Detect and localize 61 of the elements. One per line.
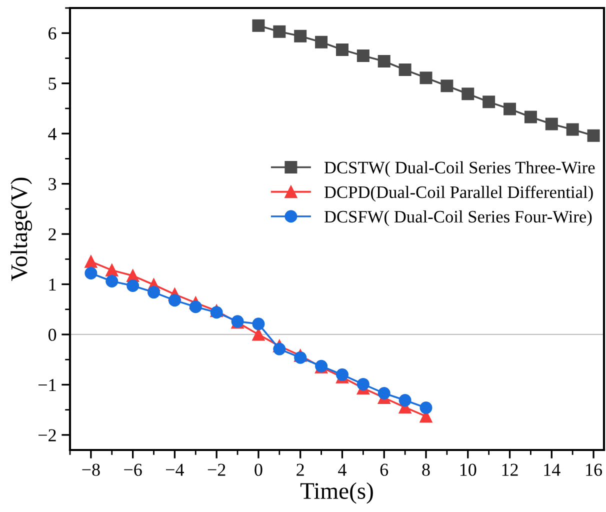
point: [378, 54, 390, 68]
point: [273, 25, 286, 38]
x-tick-label: −8: [82, 464, 100, 476]
x-tick-label: 4: [338, 464, 346, 476]
x-tick-label: 16: [586, 464, 602, 476]
point: [315, 36, 328, 48]
point: [545, 118, 558, 130]
legend-label: DCSTW( Dual-Coil Series Three-Wire: [324, 161, 595, 177]
point: [462, 88, 474, 100]
point: [398, 394, 412, 407]
point: [189, 300, 202, 314]
point: [294, 30, 307, 42]
point: [148, 286, 160, 299]
x-tick-label: −2: [208, 464, 226, 476]
y-tick-label: −2: [38, 429, 56, 442]
point: [420, 402, 432, 414]
point: [420, 72, 432, 84]
point: [106, 274, 118, 288]
point: [378, 386, 390, 400]
point: [252, 318, 265, 330]
point: [356, 49, 370, 62]
point: [356, 378, 370, 390]
point: [482, 96, 496, 108]
point: [210, 306, 223, 319]
x-tick-label: 10: [460, 464, 476, 476]
point: [336, 43, 348, 56]
x-tick-label: 0: [254, 464, 262, 476]
point: [294, 351, 307, 364]
y-tick-label: −1: [38, 379, 56, 391]
point: [566, 123, 579, 136]
legend-label: DCSFW( Dual-Coil Series Four-Wire): [324, 210, 592, 226]
point: [524, 110, 537, 124]
y-tick-label: 3: [48, 178, 56, 190]
y-tick-label: 0: [48, 328, 56, 341]
x-tick-label: −6: [124, 464, 142, 476]
point: [336, 368, 348, 381]
point: [273, 342, 286, 356]
point: [84, 266, 98, 280]
x-axis-title: Time(s): [300, 482, 373, 504]
y-tick-label: 4: [48, 128, 57, 140]
x-tick-label: 14: [544, 464, 560, 476]
point: [126, 280, 140, 292]
y-tick-label: 1: [49, 278, 56, 291]
legend-label: DCPD(Dual-Coil Parallel Differential): [324, 186, 593, 202]
point: [84, 255, 98, 268]
point: [252, 19, 265, 32]
y-axis-title: Voltage(V): [10, 178, 32, 281]
x-tick-label: 2: [296, 464, 304, 476]
x-tick-label: −4: [166, 464, 184, 476]
point: [398, 64, 412, 76]
point: [106, 264, 118, 276]
x-tick-label: 8: [422, 464, 430, 476]
point: [440, 80, 454, 92]
y-tick-label: 6: [48, 27, 56, 40]
x-tick-label: 6: [380, 464, 388, 476]
point: [504, 102, 516, 116]
x-tick-label: 12: [502, 464, 518, 476]
y-tick-label: 5: [48, 78, 56, 90]
point: [168, 294, 181, 307]
y-tick-label: 2: [48, 228, 56, 240]
point: [587, 129, 600, 142]
